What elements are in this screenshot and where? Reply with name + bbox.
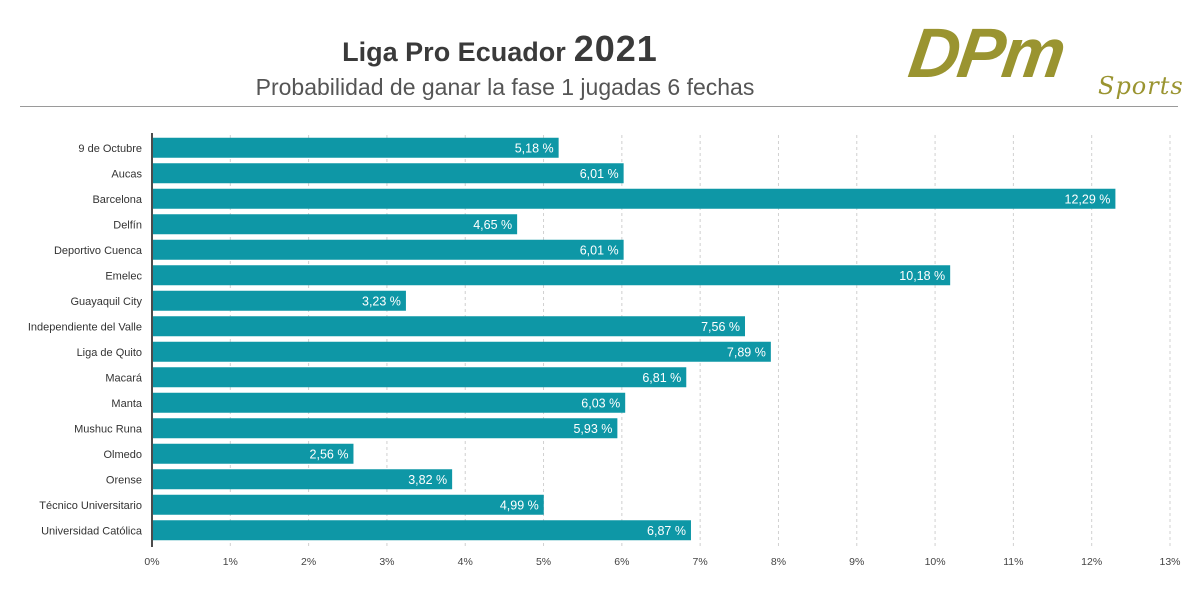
bar <box>153 392 626 413</box>
bar <box>153 418 618 439</box>
x-tick-label: 9% <box>849 556 864 568</box>
value-label: 12,29 % <box>1065 192 1111 206</box>
category-label: Emelec <box>105 270 142 282</box>
category-label: Manta <box>111 398 142 410</box>
category-label: Mushuc Runa <box>74 423 143 435</box>
value-label: 4,65 % <box>473 218 512 232</box>
bar <box>153 494 544 515</box>
x-tick-label: 1% <box>223 556 238 568</box>
category-label: Orense <box>106 474 142 486</box>
bar <box>153 239 624 260</box>
chart-header: Liga Pro Ecuador 2021 Probabilidad de gan… <box>0 0 1200 110</box>
x-tick-label: 5% <box>536 556 551 568</box>
value-label: 10,18 % <box>899 269 945 283</box>
bar <box>153 290 406 311</box>
bar <box>153 316 746 337</box>
x-tick-label: 11% <box>1003 556 1023 568</box>
bar <box>153 367 687 388</box>
bar <box>153 188 1116 209</box>
bar-chart: 5,18 % 6,01 % 12,29 % 4,65 % 6,01 % 10,18 % 3,… <box>28 133 1181 568</box>
category-label: Macará <box>105 372 143 384</box>
category-label: Independiente del Valle <box>28 321 142 333</box>
x-tick-label: 6% <box>614 556 629 568</box>
bar <box>153 214 518 235</box>
x-tick-label: 2% <box>301 556 316 568</box>
value-label: 5,18 % <box>515 141 554 155</box>
bar <box>153 137 559 158</box>
x-tick-label: 13% <box>1159 556 1180 568</box>
chart-subtitle: Probabilidad de ganar la fase 1 jugadas … <box>255 74 755 100</box>
value-label: 6,87 % <box>647 524 686 538</box>
value-label: 2,56 % <box>310 447 349 461</box>
category-label: Delfín <box>113 219 142 231</box>
value-label: 7,56 % <box>701 320 740 334</box>
category-label: 9 de Octubre <box>78 143 142 155</box>
x-tick-label: 10% <box>925 556 946 568</box>
bar <box>153 469 453 490</box>
value-label: 6,03 % <box>581 396 620 410</box>
logo-tagline: Sports <box>1098 72 1184 100</box>
x-tick-label: 3% <box>379 556 394 568</box>
category-label: Técnico Universitario <box>39 500 142 512</box>
chart-title-year: 2021 <box>573 28 658 69</box>
value-label: 6,01 % <box>580 167 619 181</box>
x-tick-label: 4% <box>458 556 473 568</box>
category-label: Aucas <box>111 168 142 180</box>
category-label: Guayaquil City <box>70 296 142 308</box>
dpm-sports-logo: DPm Sports <box>904 14 1195 108</box>
category-label: Olmedo <box>103 449 142 461</box>
value-label: 7,89 % <box>727 345 766 359</box>
logo-mark: DPm <box>904 14 1069 92</box>
x-tick-label: 12% <box>1081 556 1102 568</box>
chart-title-text: Liga Pro Ecuador <box>342 37 566 67</box>
category-label: Universidad Católica <box>41 525 143 537</box>
axis: 0% 1% 2% 3% 4% 5% 6% 7% 8% 9% 10% 11% 12% 13% 9 de Oct… <box>28 133 1181 568</box>
chart-title: Liga Pro Ecuador 2021 <box>0 28 1000 70</box>
category-label: Deportivo Cuenca <box>54 245 143 257</box>
value-label: 4,99 % <box>500 498 539 512</box>
category-label: Barcelona <box>92 194 142 206</box>
category-label: Liga de Quito <box>77 347 142 359</box>
x-tick-label: 8% <box>771 556 786 568</box>
x-tick-label: 0% <box>144 556 159 568</box>
bar <box>153 341 771 362</box>
bar <box>153 163 624 184</box>
bar <box>153 443 354 464</box>
value-label: 6,01 % <box>580 243 619 257</box>
value-label: 5,93 % <box>573 422 612 436</box>
value-label: 3,82 % <box>408 473 447 487</box>
value-label: 3,23 % <box>362 294 401 308</box>
header-divider <box>20 106 1178 107</box>
bar <box>153 265 951 286</box>
x-tick-label: 7% <box>693 556 708 568</box>
value-label: 6,81 % <box>642 371 681 385</box>
bar <box>153 520 691 541</box>
bars: 5,18 % 6,01 % 12,29 % 4,65 % 6,01 % 10,18 % 3,… <box>153 137 1116 541</box>
